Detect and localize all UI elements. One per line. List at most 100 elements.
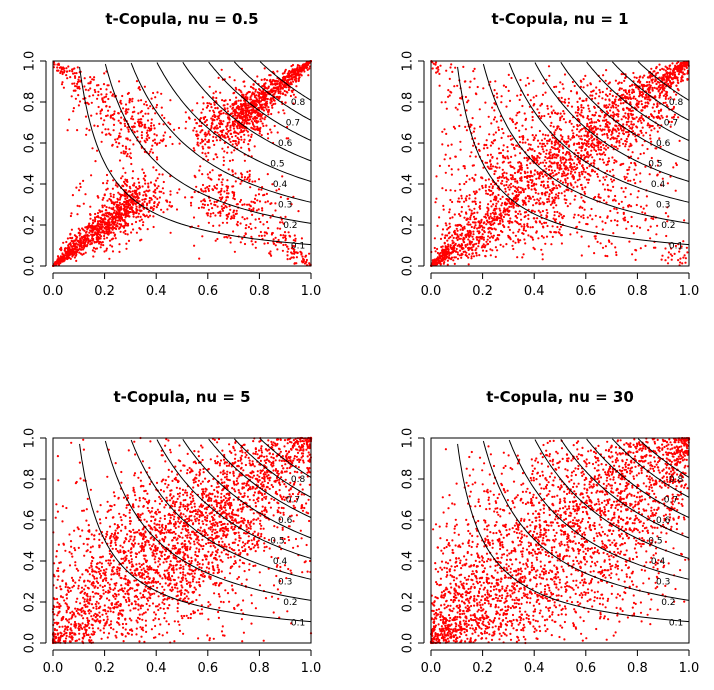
data-point: [551, 142, 553, 144]
data-point: [584, 139, 586, 141]
data-point: [125, 148, 127, 150]
data-point: [667, 83, 669, 85]
data-point: [458, 213, 460, 215]
data-point: [128, 240, 130, 242]
data-point: [510, 183, 512, 185]
data-point: [281, 175, 283, 177]
data-point: [626, 138, 628, 140]
data-point: [534, 188, 536, 190]
data-point: [122, 194, 124, 196]
data-point: [119, 132, 121, 134]
data-point: [253, 93, 255, 95]
data-point: [209, 200, 211, 202]
data-point: [264, 201, 266, 203]
data-point: [261, 97, 263, 99]
data-point: [516, 256, 518, 258]
data-point: [105, 232, 107, 234]
data-point: [561, 242, 563, 244]
data-point: [520, 192, 522, 194]
data-point: [78, 232, 80, 234]
data-point: [103, 119, 105, 121]
data-point: [659, 127, 661, 129]
data-point: [284, 76, 286, 78]
data-point: [581, 171, 583, 173]
data-point: [156, 144, 158, 146]
data-point: [88, 232, 90, 234]
data-point: [156, 158, 158, 160]
data-point: [139, 89, 141, 91]
data-point: [145, 101, 147, 103]
data-point: [247, 143, 249, 145]
data-point: [203, 102, 205, 104]
data-point: [68, 119, 70, 121]
data-point: [517, 171, 519, 173]
data-point: [228, 138, 230, 140]
data-point: [142, 194, 144, 196]
data-point: [78, 241, 80, 243]
data-point: [83, 239, 85, 241]
data-point: [451, 71, 453, 73]
data-point: [558, 91, 560, 93]
data-point: [576, 231, 578, 233]
data-point: [198, 258, 200, 260]
data-point: [112, 188, 114, 190]
data-point: [106, 182, 108, 184]
data-point: [580, 106, 582, 108]
data-point: [532, 239, 534, 241]
data-point: [137, 100, 139, 102]
data-point: [560, 158, 562, 160]
data-point: [229, 237, 231, 239]
data-point: [97, 215, 99, 217]
data-point: [456, 248, 458, 250]
data-point: [268, 252, 270, 254]
data-point: [240, 116, 242, 118]
data-point: [544, 194, 546, 196]
data-point: [552, 137, 554, 139]
contour-label: 0.7: [286, 119, 300, 129]
data-point: [534, 211, 536, 213]
data-point: [538, 152, 540, 154]
data-point: [581, 188, 583, 190]
data-point: [93, 79, 95, 81]
data-point: [527, 139, 529, 141]
data-point: [501, 180, 503, 182]
data-point: [129, 191, 131, 193]
data-point: [147, 183, 149, 185]
x-tick-label: 0.2: [94, 284, 115, 299]
data-point: [646, 96, 648, 98]
data-point: [282, 109, 284, 111]
y-tick-label: 0.6: [23, 133, 38, 154]
data-point: [92, 222, 94, 224]
data-point: [649, 173, 651, 175]
data-point: [218, 111, 220, 113]
data-point: [117, 192, 119, 194]
data-point: [446, 108, 448, 110]
data-point: [461, 211, 463, 213]
data-point: [169, 136, 171, 138]
data-point: [199, 131, 201, 133]
data-point: [686, 78, 688, 80]
data-point: [113, 113, 115, 115]
data-point: [477, 86, 479, 88]
data-point: [96, 150, 98, 152]
data-point: [279, 228, 281, 230]
data-point: [652, 90, 654, 92]
data-point: [448, 165, 450, 167]
data-point: [84, 242, 86, 244]
data-point: [215, 91, 217, 93]
data-point: [192, 129, 194, 131]
data-point: [219, 139, 221, 141]
data-point: [235, 180, 237, 182]
data-point: [226, 218, 228, 220]
data-point: [285, 102, 287, 104]
data-point: [54, 261, 56, 263]
data-point: [246, 119, 248, 121]
data-point: [163, 117, 165, 119]
data-point: [552, 172, 554, 174]
data-point: [640, 122, 642, 124]
data-point: [112, 93, 114, 95]
data-point: [220, 193, 222, 195]
data-point: [132, 196, 134, 198]
data-point: [500, 204, 502, 206]
data-point: [101, 223, 103, 225]
